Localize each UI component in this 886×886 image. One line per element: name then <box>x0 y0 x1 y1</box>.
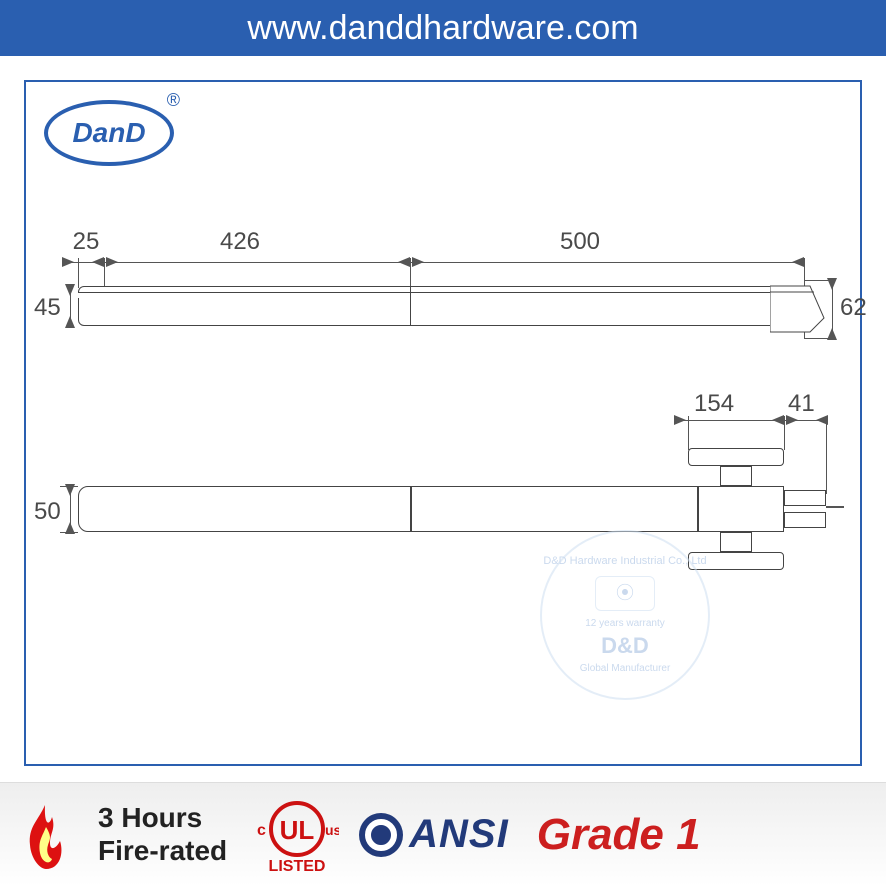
ext-line <box>410 258 411 288</box>
svg-text:UL: UL <box>280 815 315 845</box>
arrow-icon <box>786 415 798 425</box>
watermark-seal: D&D Hardware Industrial Co., Ltd ⦿ 12 ye… <box>540 530 710 700</box>
arrow-icon <box>62 257 74 267</box>
dim-segment1: 426 <box>200 228 280 256</box>
ext-line <box>804 338 834 339</box>
flame-icon <box>20 803 70 867</box>
ext-line <box>826 416 827 494</box>
top-view-slot <box>78 292 804 298</box>
svg-text:LISTED: LISTED <box>269 858 326 875</box>
brand-logo: DanD ® <box>44 100 174 166</box>
ext-line <box>60 486 78 487</box>
svg-text:us: us <box>325 822 339 838</box>
part-divider <box>410 486 412 532</box>
dim-line-154-41 <box>676 420 828 421</box>
ext-line <box>688 416 689 450</box>
ansi-text: ANSI <box>409 812 509 857</box>
ext-line <box>804 280 834 281</box>
part-divider <box>410 286 411 326</box>
watermark-warranty: 12 years warranty <box>543 617 706 631</box>
header-bar: www.danddhardware.com <box>0 0 886 56</box>
watermark-brand: D&D <box>543 631 706 662</box>
front-view-bar <box>78 486 698 532</box>
arrow-icon <box>772 415 784 425</box>
footer-bar: 3 Hours Fire-rated c UL us LISTED ANSI G… <box>0 782 886 886</box>
neck-bottom <box>720 532 752 552</box>
ansi-badge: ANSI <box>359 812 509 857</box>
pin-icon <box>826 506 844 508</box>
arrow-icon <box>792 257 804 267</box>
header-url[interactable]: www.danddhardware.com <box>247 9 638 48</box>
dim-50: 50 <box>34 498 61 526</box>
dim-offset: 25 <box>66 228 106 256</box>
grade-text: Grade 1 <box>537 810 701 860</box>
arrow-icon <box>674 415 686 425</box>
end-taper-icon <box>770 280 826 338</box>
neck-top <box>720 466 752 486</box>
cross-top <box>688 448 784 466</box>
fire-line2: Fire-rated <box>98 835 227 867</box>
logo-text: DanD <box>72 117 145 149</box>
ext-line <box>60 532 78 533</box>
ansi-ring-icon <box>359 813 403 857</box>
tab-lower <box>784 512 826 528</box>
arrow-icon <box>65 284 75 296</box>
ul-listed-badge: c UL us LISTED <box>255 799 331 871</box>
watermark-top: D&D Hardware Industrial Co., Ltd <box>543 554 706 569</box>
arrow-icon <box>106 257 118 267</box>
registered-icon: ® <box>167 90 180 111</box>
tab-upper <box>784 490 826 506</box>
arrow-icon <box>92 257 104 267</box>
dim-segment2: 500 <box>540 228 620 256</box>
watermark-bottom: Global Manufacturer <box>543 662 706 676</box>
dim-154: 154 <box>694 390 734 418</box>
ext-line <box>784 416 785 450</box>
fire-line1: 3 Hours <box>98 802 227 834</box>
logo-oval: DanD <box>44 100 174 166</box>
dim-height45: 45 <box>34 294 61 322</box>
arrow-icon <box>412 257 424 267</box>
dim-height62: 62 <box>840 294 867 322</box>
ext-line <box>78 258 79 288</box>
front-latch-body <box>698 486 784 532</box>
dim-41: 41 <box>788 390 815 418</box>
ul-c: c <box>257 822 266 839</box>
watermark-icon: ⦿ <box>604 581 646 606</box>
drawing-frame <box>24 80 862 766</box>
dim-line-top <box>64 262 804 263</box>
arrow-icon <box>398 257 410 267</box>
ext-line <box>104 258 105 288</box>
arrow-icon <box>65 316 75 328</box>
fire-rated-text: 3 Hours Fire-rated <box>98 802 227 866</box>
